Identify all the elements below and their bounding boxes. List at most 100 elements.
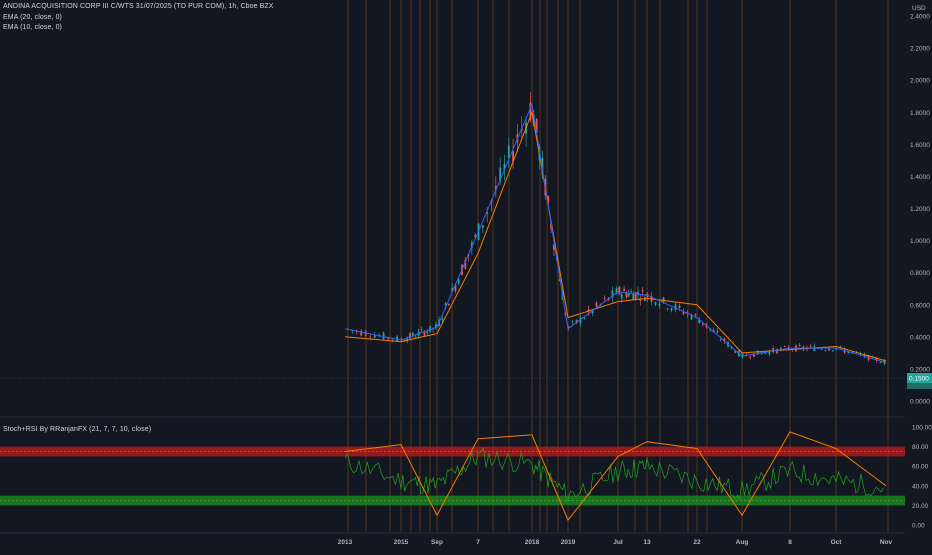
candle-body	[813, 346, 816, 351]
candle-body	[768, 351, 771, 355]
ema-10-line	[344, 102, 887, 363]
candle-body	[749, 356, 752, 358]
candle-body	[464, 259, 467, 269]
candle-body	[639, 298, 642, 301]
time-axis[interactable]: 2013 2015 Sep 7 2018 2019 Jul 13 22 Aug 8 Oct Nov	[0, 532, 905, 546]
time-tick-label: 2018	[525, 539, 540, 546]
time-tick-label: 2015	[394, 539, 409, 546]
candle-body	[451, 287, 454, 292]
candle-body	[547, 196, 550, 204]
price-axis[interactable]: USD 2.4000 2.2000 2.0000 1.8000 1.6000 1.4000 1…	[907, 5, 932, 406]
candle-body	[591, 309, 594, 314]
candle-body	[512, 150, 514, 162]
candle-body	[444, 303, 447, 306]
price-tick-label: 0.6000	[910, 302, 930, 309]
candle-body	[373, 335, 376, 338]
candle-body	[716, 331, 719, 333]
price-tick-label: 1.4000	[910, 174, 930, 181]
candle-body	[820, 348, 823, 350]
candle-body	[863, 354, 866, 357]
candle-body	[764, 352, 767, 354]
candle-body	[831, 350, 834, 352]
candle-body	[474, 234, 477, 237]
candle-body	[719, 338, 722, 340]
candle-body	[654, 302, 657, 305]
candle-body	[567, 326, 570, 329]
time-tick-label: 22	[693, 539, 701, 546]
oscillator-tick-label: 60.00	[912, 464, 929, 471]
candle-body	[364, 331, 367, 336]
candle-body	[615, 288, 618, 294]
candle-body	[454, 284, 457, 291]
candle-body	[457, 279, 460, 284]
candle-body	[486, 212, 489, 214]
candle-body	[701, 323, 704, 325]
oscillator-axis[interactable]: 100.00 80.00 60.00 40.00 20.00 0.00	[912, 425, 932, 530]
candle-body	[859, 353, 862, 355]
candle-body	[481, 225, 484, 228]
time-tick-label: 2013	[338, 539, 353, 546]
candle-body	[839, 346, 842, 348]
candle-body	[571, 321, 574, 323]
price-pane[interactable]	[0, 92, 905, 418]
time-tick-label: 8	[788, 539, 792, 546]
candle-body	[682, 311, 685, 315]
candle-body	[435, 324, 437, 328]
oscillator-tick-label: 100.00	[912, 425, 932, 432]
candle-body	[603, 297, 606, 299]
candle-body	[529, 102, 532, 121]
candle-body	[369, 336, 372, 338]
candle-body	[674, 304, 677, 311]
candle-body	[783, 346, 786, 347]
time-tick-label: Aug	[736, 539, 749, 546]
candle-body	[776, 348, 778, 354]
candle-body	[618, 287, 621, 295]
candle-body	[634, 292, 637, 300]
candle-body	[441, 318, 444, 320]
last-price-tag-sub	[907, 383, 932, 389]
candle-body	[824, 350, 827, 351]
candle-body	[429, 325, 432, 332]
time-tick-label: 2019	[561, 539, 576, 546]
candle-body	[817, 348, 819, 350]
ema-20-line	[344, 110, 887, 362]
candle-body	[627, 292, 630, 297]
candle-body	[756, 350, 759, 355]
price-tick-label: 2.2000	[910, 46, 930, 53]
candle-body	[426, 331, 429, 334]
candle-body	[666, 308, 669, 310]
candle-body	[779, 347, 782, 350]
time-tick-label: Sep	[431, 539, 443, 546]
ema-10-legend[interactable]: EMA (10, close, 0)	[3, 24, 62, 31]
price-tick-label: 0.4000	[910, 334, 930, 341]
candle-body	[623, 288, 625, 292]
candle-body	[360, 330, 363, 336]
candle-body	[690, 315, 693, 320]
candle-body	[630, 291, 632, 293]
price-tick-label: 1.2000	[910, 206, 930, 213]
last-price-label: 0.1500	[909, 376, 929, 383]
candle-body	[723, 338, 726, 342]
ema-20-legend[interactable]: EMA (20, close, 0)	[3, 14, 62, 21]
candle-body	[678, 305, 681, 308]
oscillator-tick-label: 20.00	[912, 503, 929, 510]
price-tick-label: 2.0000	[910, 78, 930, 85]
candle-body	[632, 293, 635, 301]
candle-body	[798, 344, 801, 346]
price-tick-label: 0.0000	[910, 399, 930, 406]
candle-body	[470, 242, 473, 248]
candle-body	[409, 333, 411, 339]
candle-body	[595, 302, 598, 307]
candle-body	[499, 167, 502, 182]
session-lines	[347, 0, 889, 533]
candle-body	[670, 308, 673, 311]
oscillator-pane[interactable]	[0, 431, 905, 522]
candle-body	[741, 353, 744, 358]
oscillator-title[interactable]: Stoch+RSI By RRanjanFX (21, 7, 7, 10, cl…	[3, 426, 152, 433]
symbol-title[interactable]: ANDINA ACQUISITION CORP III C/WTS 31/07/…	[3, 3, 274, 10]
candle-body	[507, 145, 510, 159]
price-tick-label: 1.0000	[910, 238, 930, 245]
candle-body	[809, 345, 812, 347]
candle-body	[828, 349, 830, 351]
